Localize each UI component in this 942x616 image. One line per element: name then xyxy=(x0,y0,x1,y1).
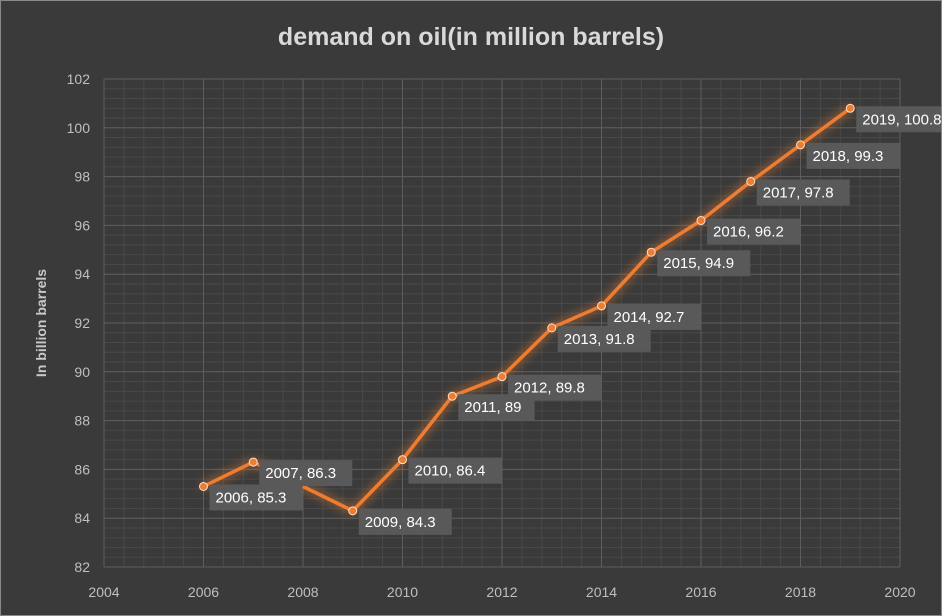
x-tick-label: 2006 xyxy=(188,584,219,600)
data-point xyxy=(199,481,208,491)
data-point xyxy=(597,301,606,311)
data-label-box xyxy=(557,325,651,352)
data-label-box xyxy=(707,218,800,245)
data-label-box xyxy=(358,508,452,535)
data-labels: 2006, 85.3 2007, 86.3 2009, 84.3 2010, 86.4… xyxy=(209,106,941,535)
data-point xyxy=(796,140,805,150)
data-label: 2017, 97.8 xyxy=(763,184,834,201)
y-tick-label: 84 xyxy=(74,510,90,526)
data-label: 2009, 84.3 xyxy=(365,514,436,531)
series-line xyxy=(201,106,852,513)
y-tick-label: 86 xyxy=(74,461,90,477)
data-series xyxy=(199,103,855,516)
x-tick-label: 2004 xyxy=(88,584,119,600)
data-label-box xyxy=(209,484,303,511)
chart-title: demand on oil(in million barrels) xyxy=(278,23,664,51)
data-point xyxy=(248,457,258,467)
data-label: 2016, 96.2 xyxy=(713,224,784,241)
y-tick-label: 102 xyxy=(67,71,91,87)
y-tick-label: 96 xyxy=(74,217,90,233)
x-tick-label: 2016 xyxy=(685,584,716,600)
y-tick-label: 92 xyxy=(74,315,90,331)
data-point xyxy=(646,247,656,257)
data-label-box xyxy=(607,303,701,330)
data-label-box xyxy=(856,106,941,133)
data-label-box xyxy=(259,460,353,487)
x-tick-label: 2008 xyxy=(287,584,318,600)
x-tick-label: 2020 xyxy=(884,584,915,600)
data-label: 2006, 85.3 xyxy=(216,489,287,506)
y-axis-title: In billion barrels xyxy=(33,269,49,377)
data-point xyxy=(398,455,407,465)
data-point xyxy=(497,372,507,382)
data-label: 2007, 86.3 xyxy=(265,465,336,482)
x-tick-label: 2010 xyxy=(387,584,418,600)
data-label: 2012, 89.8 xyxy=(514,380,585,397)
x-tick-label: 2012 xyxy=(486,584,517,600)
y-tick-label: 98 xyxy=(74,169,90,185)
data-label: 2013, 91.8 xyxy=(564,331,635,348)
y-tick-label: 88 xyxy=(74,413,90,429)
data-point xyxy=(746,176,756,186)
data-label: 2011, 89 xyxy=(464,399,521,416)
data-label-box xyxy=(508,374,601,401)
x-tick-label: 2018 xyxy=(785,584,816,600)
data-label-box xyxy=(408,457,502,484)
data-point xyxy=(696,216,706,226)
data-label: 2015, 94.9 xyxy=(663,255,734,272)
data-point xyxy=(447,391,457,401)
data-label-box xyxy=(756,179,850,206)
y-tick-label: 82 xyxy=(74,559,90,575)
data-label: 2018, 99.3 xyxy=(813,148,884,165)
data-label: 2014, 92.7 xyxy=(614,309,685,326)
data-point xyxy=(348,506,358,516)
y-tick-label: 100 xyxy=(67,120,91,136)
data-point xyxy=(547,323,557,333)
x-tick-label: 2014 xyxy=(586,584,617,600)
data-label: 2019, 100.8 xyxy=(862,111,941,128)
data-label-box xyxy=(657,250,751,277)
data-label: 2010, 86.4 xyxy=(415,463,486,480)
y-tick-label: 94 xyxy=(74,266,90,282)
y-tick-label: 90 xyxy=(74,364,90,380)
data-label-box xyxy=(806,142,900,169)
axis-ticks: 82 84 86 88 90 92 94 96 98 100 102 2004 2006 2008 2010… xyxy=(67,71,916,600)
data-point xyxy=(845,103,855,113)
